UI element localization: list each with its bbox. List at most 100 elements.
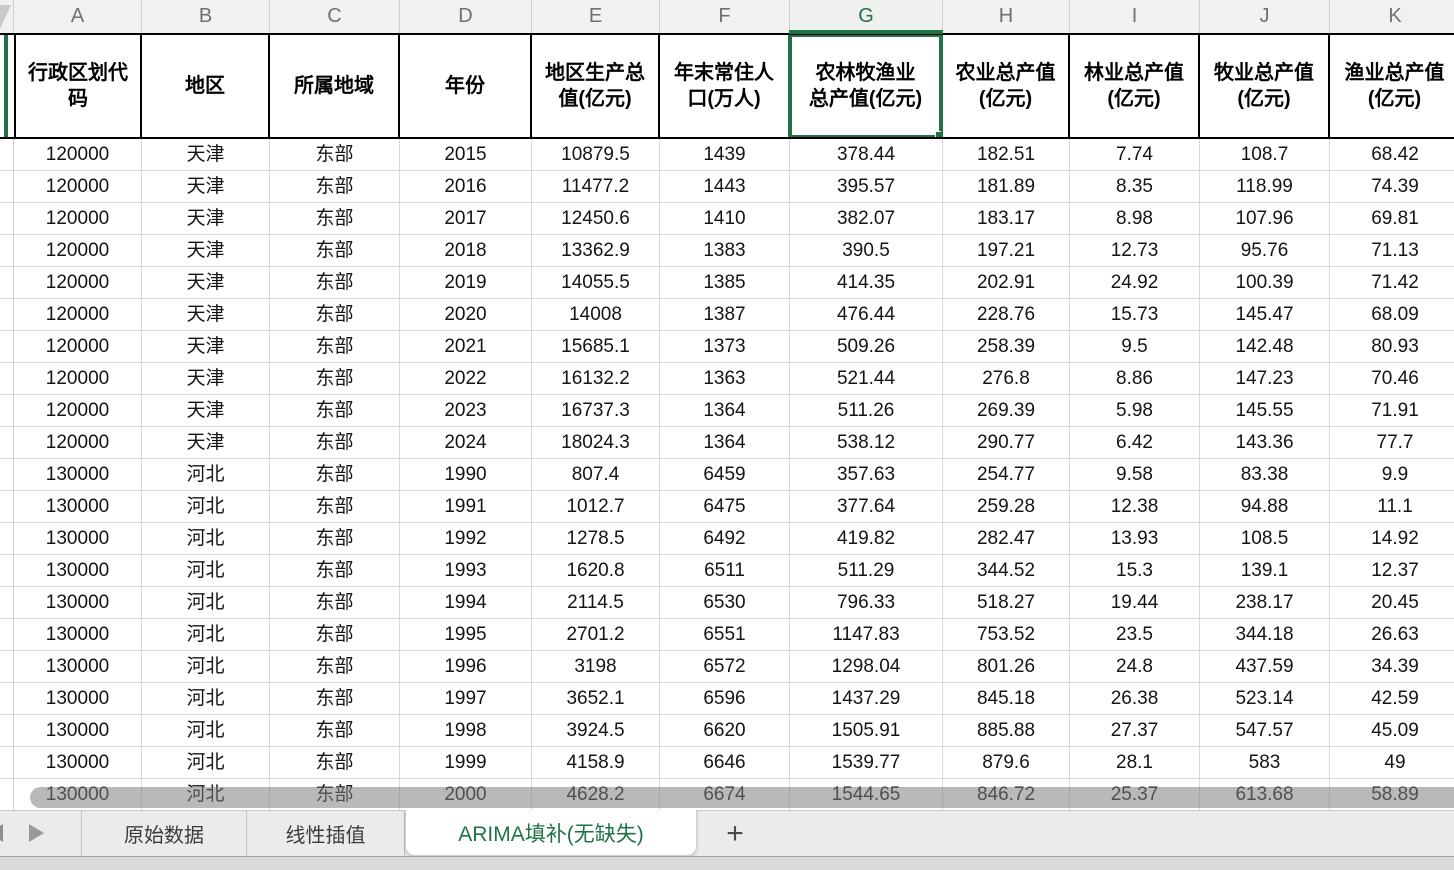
cell-K6[interactable]: 71.42 bbox=[1330, 267, 1454, 299]
add-sheet-button[interactable]: + bbox=[697, 811, 773, 856]
column-letter-F[interactable]: F bbox=[660, 0, 790, 33]
cell-G15[interactable]: 511.29 bbox=[790, 555, 943, 587]
cell-B7[interactable]: 天津 bbox=[142, 299, 270, 331]
cell-F4[interactable]: 1410 bbox=[660, 203, 790, 235]
cell-E4[interactable]: 12450.6 bbox=[532, 203, 660, 235]
cell-B4[interactable]: 天津 bbox=[142, 203, 270, 235]
cell-G21[interactable]: 1539.77 bbox=[790, 747, 943, 779]
row-header-stub[interactable] bbox=[0, 683, 14, 715]
row-header-stub[interactable] bbox=[0, 651, 14, 683]
sheet-tab-arima-fill[interactable]: ARIMA填补(无缺失) bbox=[405, 810, 697, 856]
cell-F14[interactable]: 6492 bbox=[660, 523, 790, 555]
column-letter-D[interactable]: D bbox=[400, 0, 532, 33]
header-cell-D1[interactable]: 年份 bbox=[400, 35, 532, 137]
row-header-stub[interactable] bbox=[0, 139, 14, 171]
cell-E12[interactable]: 807.4 bbox=[532, 459, 660, 491]
cell-E18[interactable]: 3198 bbox=[532, 651, 660, 683]
cell-A7[interactable]: 120000 bbox=[14, 299, 142, 331]
cell-E9[interactable]: 16132.2 bbox=[532, 363, 660, 395]
cell-A4[interactable]: 120000 bbox=[14, 203, 142, 235]
cell-G10[interactable]: 511.26 bbox=[790, 395, 943, 427]
cell-C10[interactable]: 东部 bbox=[270, 395, 400, 427]
cell-E8[interactable]: 15685.1 bbox=[532, 331, 660, 363]
sheet-tab-linear-interpolation[interactable]: 线性插值 bbox=[247, 811, 405, 856]
sheet-tab-original-data[interactable]: 原始数据 bbox=[82, 811, 247, 856]
row-header-stub[interactable] bbox=[0, 267, 14, 299]
cell-I6[interactable]: 24.92 bbox=[1070, 267, 1200, 299]
cell-H10[interactable]: 269.39 bbox=[943, 395, 1070, 427]
cell-F6[interactable]: 1385 bbox=[660, 267, 790, 299]
row-header-stub[interactable] bbox=[0, 299, 14, 331]
cell-I7[interactable]: 15.73 bbox=[1070, 299, 1200, 331]
cell-B12[interactable]: 河北 bbox=[142, 459, 270, 491]
cell-I5[interactable]: 12.73 bbox=[1070, 235, 1200, 267]
cell-G19[interactable]: 1437.29 bbox=[790, 683, 943, 715]
cell-D4[interactable]: 2017 bbox=[400, 203, 532, 235]
cell-G8[interactable]: 509.26 bbox=[790, 331, 943, 363]
prev-sheet-icon[interactable] bbox=[0, 824, 3, 842]
column-letter-J[interactable]: J bbox=[1200, 0, 1330, 33]
cell-B9[interactable]: 天津 bbox=[142, 363, 270, 395]
cell-I17[interactable]: 23.5 bbox=[1070, 619, 1200, 651]
cell-J11[interactable]: 143.36 bbox=[1200, 427, 1330, 459]
cell-I15[interactable]: 15.3 bbox=[1070, 555, 1200, 587]
cell-H14[interactable]: 282.47 bbox=[943, 523, 1070, 555]
cell-K4[interactable]: 69.81 bbox=[1330, 203, 1454, 235]
cell-D15[interactable]: 1993 bbox=[400, 555, 532, 587]
cell-G9[interactable]: 521.44 bbox=[790, 363, 943, 395]
column-letter-G[interactable]: G bbox=[789, 0, 943, 34]
cell-A2[interactable]: 120000 bbox=[14, 139, 142, 171]
cell-I9[interactable]: 8.86 bbox=[1070, 363, 1200, 395]
cell-G17[interactable]: 1147.83 bbox=[790, 619, 943, 651]
cell-J4[interactable]: 107.96 bbox=[1200, 203, 1330, 235]
header-cell-G1[interactable]: 农林牧渔业 总产值(亿元) bbox=[790, 35, 943, 137]
cell-J16[interactable]: 238.17 bbox=[1200, 587, 1330, 619]
cell-B2[interactable]: 天津 bbox=[142, 139, 270, 171]
cell-J20[interactable]: 547.57 bbox=[1200, 715, 1330, 747]
cell-K11[interactable]: 77.7 bbox=[1330, 427, 1454, 459]
row-header-stub[interactable] bbox=[0, 619, 14, 651]
header-cell-J1[interactable]: 牧业总产值 (亿元) bbox=[1200, 35, 1330, 137]
column-letter-I[interactable]: I bbox=[1070, 0, 1200, 33]
cell-B16[interactable]: 河北 bbox=[142, 587, 270, 619]
cell-A15[interactable]: 130000 bbox=[14, 555, 142, 587]
header-cell-B1[interactable]: 地区 bbox=[142, 35, 270, 137]
cell-G2[interactable]: 378.44 bbox=[790, 139, 943, 171]
row-header-stub[interactable] bbox=[0, 555, 14, 587]
cell-B8[interactable]: 天津 bbox=[142, 331, 270, 363]
cell-I10[interactable]: 5.98 bbox=[1070, 395, 1200, 427]
column-letter-K[interactable]: K bbox=[1330, 0, 1454, 33]
cell-F11[interactable]: 1364 bbox=[660, 427, 790, 459]
cell-G7[interactable]: 476.44 bbox=[790, 299, 943, 331]
cell-G6[interactable]: 414.35 bbox=[790, 267, 943, 299]
cell-C3[interactable]: 东部 bbox=[270, 171, 400, 203]
cell-J21[interactable]: 583 bbox=[1200, 747, 1330, 779]
row-header-stub[interactable] bbox=[0, 363, 14, 395]
cell-K14[interactable]: 14.92 bbox=[1330, 523, 1454, 555]
cell-F21[interactable]: 6646 bbox=[660, 747, 790, 779]
cell-G20[interactable]: 1505.91 bbox=[790, 715, 943, 747]
cell-D19[interactable]: 1997 bbox=[400, 683, 532, 715]
cell-C17[interactable]: 东部 bbox=[270, 619, 400, 651]
cell-E11[interactable]: 18024.3 bbox=[532, 427, 660, 459]
cell-H6[interactable]: 202.91 bbox=[943, 267, 1070, 299]
cell-E16[interactable]: 2114.5 bbox=[532, 587, 660, 619]
row-header-stub[interactable] bbox=[0, 459, 14, 491]
column-letter-H[interactable]: H bbox=[943, 0, 1070, 33]
cell-H17[interactable]: 753.52 bbox=[943, 619, 1070, 651]
row-header-stub[interactable] bbox=[0, 235, 14, 267]
cell-D12[interactable]: 1990 bbox=[400, 459, 532, 491]
cell-D5[interactable]: 2018 bbox=[400, 235, 532, 267]
cell-H21[interactable]: 879.6 bbox=[943, 747, 1070, 779]
cell-B6[interactable]: 天津 bbox=[142, 267, 270, 299]
cell-E7[interactable]: 14008 bbox=[532, 299, 660, 331]
cell-F16[interactable]: 6530 bbox=[660, 587, 790, 619]
row-header-stub[interactable] bbox=[0, 203, 14, 235]
cell-I18[interactable]: 24.8 bbox=[1070, 651, 1200, 683]
row-header-stub[interactable] bbox=[0, 491, 14, 523]
cell-F17[interactable]: 6551 bbox=[660, 619, 790, 651]
cell-I16[interactable]: 19.44 bbox=[1070, 587, 1200, 619]
cell-H20[interactable]: 885.88 bbox=[943, 715, 1070, 747]
cell-G18[interactable]: 1298.04 bbox=[790, 651, 943, 683]
cell-E10[interactable]: 16737.3 bbox=[532, 395, 660, 427]
